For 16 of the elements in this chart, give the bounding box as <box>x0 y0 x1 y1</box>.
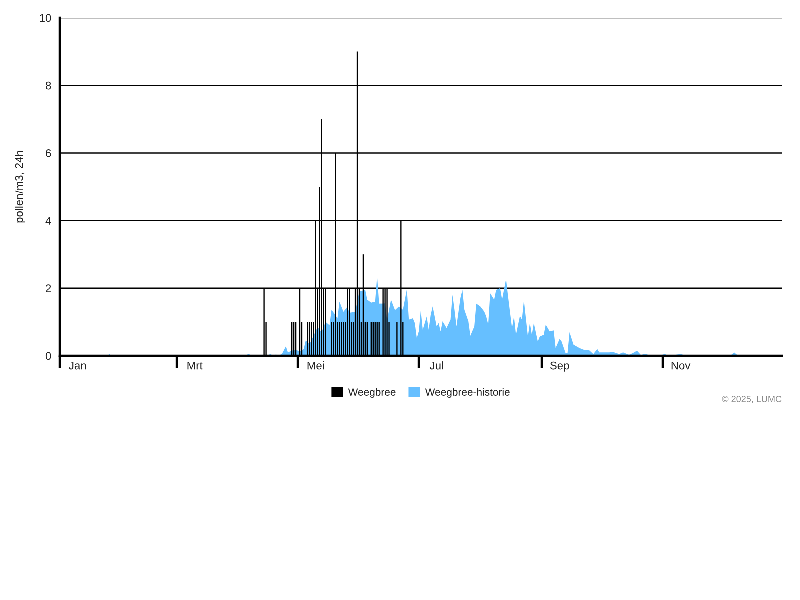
x-tick-label: Jul <box>430 362 444 370</box>
y-tick-label: 6 <box>46 149 52 158</box>
text: © 2025, LUMC <box>722 396 782 404</box>
y-tick-label: 0 <box>46 352 52 360</box>
y-tick-label: 4 <box>46 217 52 225</box>
y-tick-label: 10 <box>40 14 52 22</box>
y-tick-label: 2 <box>46 284 52 292</box>
y-tick-label: 8 <box>46 82 52 90</box>
x-tick-label: Jan <box>69 362 86 370</box>
y-axis-title: pollen/m3, 24h <box>15 151 26 223</box>
x-tick-label: Nov <box>672 362 691 370</box>
legend-label: Weegbree <box>348 388 396 398</box>
x-tick-label: Mei <box>308 362 324 370</box>
legend-label: Weegbree-historie <box>425 388 510 398</box>
x-tick-label: Mrt <box>188 362 203 370</box>
x-tick-label: Sep <box>550 362 570 372</box>
